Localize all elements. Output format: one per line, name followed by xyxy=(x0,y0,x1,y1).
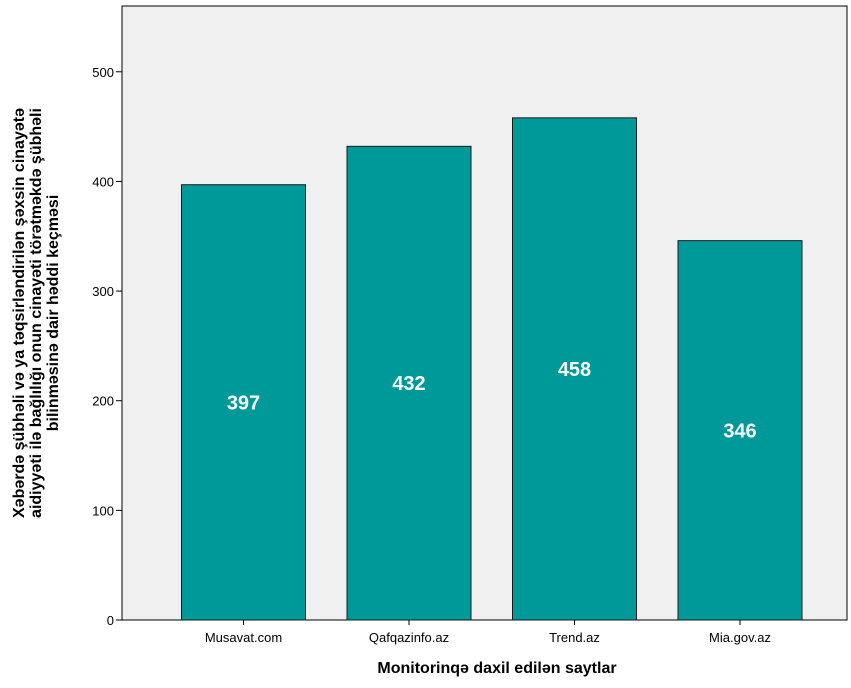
y-tick-label: 500 xyxy=(92,65,114,80)
x-tick-label: Mia.gov.az xyxy=(709,630,771,645)
y-tick-label: 400 xyxy=(92,174,114,189)
y-tick-label: 200 xyxy=(92,394,114,409)
y-axis-title-line: aidiyyəti ilə bağlılığı onun cinayəti tö… xyxy=(28,108,45,518)
bar xyxy=(181,184,306,621)
bar-labels-group: 397 432 458 346 xyxy=(227,359,757,442)
x-tick-label: Trend.az xyxy=(549,630,600,645)
y-tick-label: 300 xyxy=(92,284,114,299)
x-axis: Musavat.com Qafqazinfo.az Trend.az Mia.gov.… xyxy=(205,620,771,645)
bar-data-label: 432 xyxy=(392,373,425,395)
bar-data-label: 458 xyxy=(558,359,591,381)
bars-group xyxy=(181,117,803,621)
y-axis-title-line: Xəbərdə şübhəli və ya təqsirləndirilən ş… xyxy=(11,108,28,518)
bar xyxy=(512,117,637,621)
y-tick-label: 100 xyxy=(92,503,114,518)
y-axis-title: Xəbərdə şübhəli və ya təqsirləndirilən ş… xyxy=(11,108,62,518)
x-tick-label: Qafqazinfo.az xyxy=(369,630,449,645)
bar xyxy=(346,145,472,621)
x-axis-title: Monitorinqə daxil edilən saytlar xyxy=(377,660,616,677)
y-axis: 0 100 200 300 400 500 xyxy=(92,65,122,628)
bar xyxy=(677,240,803,621)
y-axis-title-line: bilinməsinə dair həddi keçməsi xyxy=(45,195,62,432)
x-tick-label: Musavat.com xyxy=(205,630,282,645)
y-tick-label: 0 xyxy=(107,613,114,628)
bar-data-label: 397 xyxy=(227,392,260,414)
bar-data-label: 346 xyxy=(723,420,756,442)
